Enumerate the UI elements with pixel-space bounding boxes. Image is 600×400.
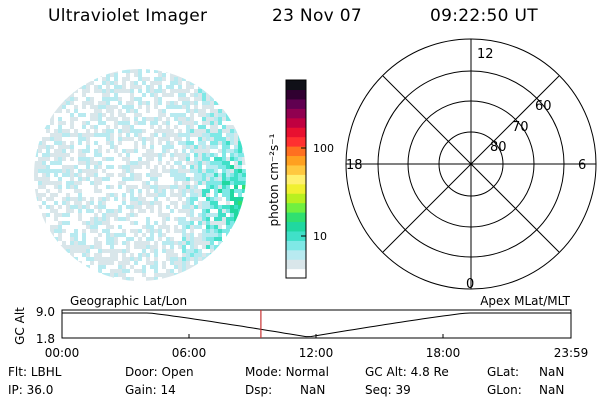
polar-hour-6: 6: [578, 158, 586, 173]
timeline-y-tick-1-8: 1.8: [36, 332, 55, 346]
colorbar-swatch: [286, 164, 306, 175]
colorbar-swatch: [286, 117, 306, 128]
colorbar-swatch: [286, 212, 306, 223]
info-flt: Flt: LBHL: [8, 365, 62, 379]
timeline-x-ticks: [61, 334, 572, 338]
colorbar-swatch: [286, 155, 306, 166]
colorbar-tick-10: 10: [313, 230, 327, 243]
image-date: 23 Nov 07: [272, 6, 362, 26]
colorbar-swatch: [286, 183, 306, 194]
info-gc-alt: GC Alt: 4.8 Re: [365, 365, 449, 379]
timeline-frame: [61, 309, 572, 339]
info-mode: Mode: Normal: [245, 365, 329, 379]
polar-diagonal-b: [382, 75, 560, 253]
timeline-x-tick-0000: 00:00: [45, 346, 80, 360]
timeline-y-axis-label: GC Alt: [13, 307, 27, 345]
colorbar-swatch: [286, 249, 306, 260]
colorbar: [286, 80, 306, 279]
info-door: Door: Open: [125, 365, 194, 379]
uv-image-disk: [34, 69, 246, 281]
info-dsp: Dsp: NaN: [245, 383, 326, 397]
polar-lat-80: 80: [490, 140, 507, 155]
info-glat: GLat: NaN: [487, 365, 565, 379]
polar-lat-60: 60: [535, 99, 552, 114]
colorbar-swatch: [286, 230, 306, 241]
colorbar-swatch: [286, 89, 306, 100]
colorbar-swatch: [286, 193, 306, 204]
info-seq: Seq: 39: [365, 383, 411, 397]
gc-altitude-curve: [62, 312, 571, 338]
info-glon: GLon: NaN: [487, 383, 565, 397]
colorbar-ticks: [301, 147, 306, 237]
colorbar-frame: [285, 79, 307, 279]
polar-hour-0: 0: [466, 277, 474, 292]
polar-lat-70: 70: [512, 120, 529, 135]
timeline-x-tick-2359: 23:59: [554, 346, 589, 360]
colorbar-swatch: [286, 240, 306, 251]
colorbar-tick-100: 100: [313, 142, 334, 155]
polar-grid: [345, 38, 597, 290]
colorbar-swatch: [286, 108, 306, 119]
polar-hour-12: 12: [477, 47, 494, 62]
colorbar-swatch: [286, 221, 306, 232]
colorbar-swatch: [286, 146, 306, 157]
timeline-y-tick-9: 9.0: [36, 305, 55, 319]
timeline-left-label: Geographic Lat/Lon: [70, 294, 187, 308]
polar-hour-18: 18: [346, 158, 363, 173]
timeline-right-label: Apex MLat/MLT: [480, 294, 570, 308]
timeline-x-tick-0600: 06:00: [172, 346, 207, 360]
timeline-x-tick-1800: 18:00: [426, 346, 461, 360]
colorbar-swatch: [286, 80, 306, 91]
colorbar-swatch: [286, 136, 306, 147]
colorbar-swatch: [286, 127, 306, 138]
colorbar-swatch: [286, 174, 306, 185]
colorbar-swatch: [286, 259, 306, 270]
colorbar-label: photon cm⁻²s⁻¹: [267, 133, 281, 226]
info-ip: IP: 36.0: [8, 383, 54, 397]
timeline-x-tick-1200: 12:00: [299, 346, 334, 360]
colorbar-swatch: [286, 268, 306, 279]
image-title: Ultraviolet Imager: [48, 6, 208, 26]
colorbar-swatch: [286, 98, 306, 109]
image-time: 09:22:50 UT: [430, 6, 538, 26]
colorbar-swatch: [286, 202, 306, 213]
info-gain: Gain: 14: [125, 383, 176, 397]
